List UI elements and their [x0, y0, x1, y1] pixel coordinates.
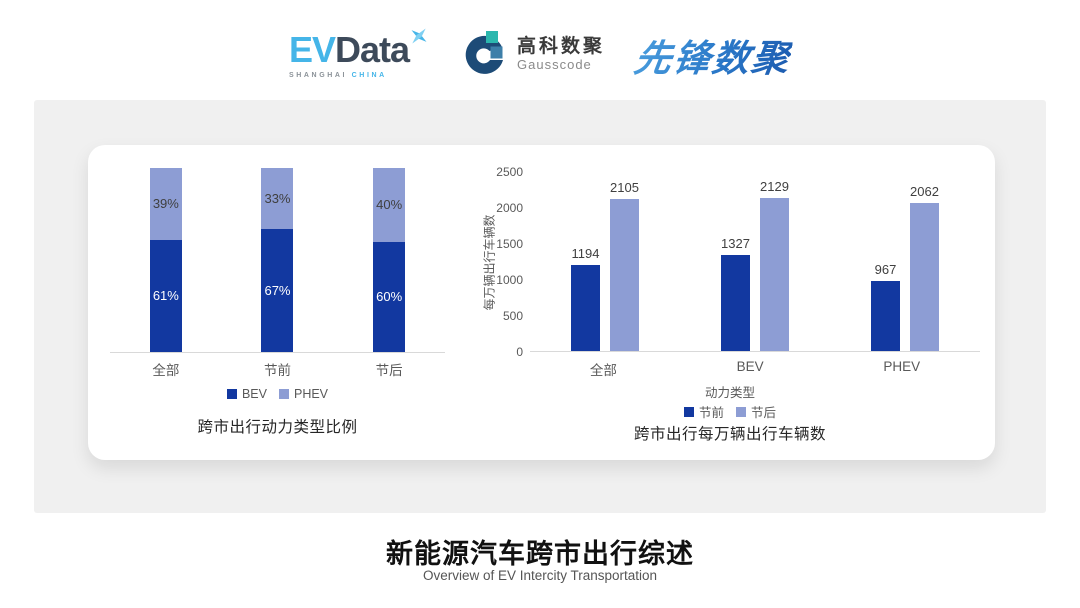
- xianfeng-logo: 先锋数聚: [631, 28, 795, 82]
- chart-power-type-ratio: 39% 61% 33% 67% 40% 60% 全部 节前 节后 BEV PHEV 跨市出行动…: [110, 145, 445, 460]
- grouped-categories: 全部 BEV PHEV: [530, 359, 980, 379]
- stacked-categories: 全部 节前 节后: [110, 359, 445, 379]
- legend-bev-phev: BEV PHEV: [110, 387, 445, 401]
- bar-节前-PHEV: 967: [871, 262, 900, 351]
- evdata-tagline: SHANGHAI CHINA: [289, 72, 429, 79]
- legend-label-pre: 节前: [698, 406, 724, 420]
- evdata-logo: EV Data SHANGHAI CHINA: [288, 28, 429, 79]
- gausscode-cn: 高科数聚: [517, 36, 606, 58]
- stacked-bar-全部: 39% 61%: [149, 168, 182, 352]
- bar-group-全部: 1194 2105: [571, 172, 639, 351]
- bar-value-label: 2105: [610, 180, 639, 196]
- bar-节后-全部: 2105: [610, 180, 639, 351]
- y-tick-label: 2000: [496, 201, 523, 215]
- segment-value-label: 61%: [152, 288, 179, 304]
- charts-card: 39% 61% 33% 67% 40% 60% 全部 节前 节后 BEV PHEV 跨市出行动…: [88, 145, 995, 460]
- page-subtitle: Overview of EV Intercity Transportation: [422, 568, 658, 583]
- bar-segment-bev: 67%: [261, 228, 294, 352]
- bar-节后-PHEV: 2062: [910, 184, 939, 351]
- bar-value-label: 967: [874, 262, 897, 278]
- stacked-bar-节后: 40% 60%: [373, 168, 406, 352]
- bar-节后-BEV: 2129: [760, 179, 789, 351]
- pre-holiday-swatch-icon: [683, 406, 694, 417]
- category-tick-label: BEV: [736, 359, 764, 374]
- legend-item-phev: PHEV: [278, 387, 329, 401]
- legend-item-pre: 节前: [683, 402, 724, 421]
- bar-group-PHEV: 967 2062: [871, 172, 939, 351]
- segment-value-label: 60%: [376, 289, 403, 305]
- bar-value-label: 1327: [721, 236, 750, 252]
- evdata-tagline-china: CHINA: [351, 71, 387, 79]
- x-axis-label: 动力类型: [704, 386, 755, 400]
- y-tick-label: 1000: [496, 273, 523, 287]
- bar-value-label: 2062: [910, 183, 939, 199]
- segment-value-label: 40%: [376, 197, 403, 213]
- gausscode-g-icon: [465, 31, 504, 74]
- stacked-bar-节前: 33% 67%: [261, 168, 294, 352]
- y-tick-label: 0: [516, 345, 523, 359]
- bar-节前-全部: 1194: [571, 246, 600, 351]
- charts-panel: 39% 61% 33% 67% 40% 60% 全部 节前 节后 BEV PHEV 跨市出行动…: [34, 100, 1046, 513]
- segment-value-label: 33%: [264, 190, 291, 206]
- bar-group-BEV: 1327 2129: [721, 172, 789, 351]
- category-tick-label: 全部: [152, 363, 180, 378]
- header-logos: EV Data SHANGHAI CHINA 高科数聚 Gausscode 先锋…: [0, 22, 1080, 88]
- category-tick-label: 节后: [375, 363, 403, 378]
- gausscode-logo: 高科数聚 Gausscode: [459, 30, 605, 80]
- legend-pre-post: 节前 节后: [465, 402, 995, 421]
- bar-value-label: 2129: [760, 178, 789, 194]
- bar-segment-phev: 40%: [373, 168, 406, 242]
- legend-label-phev: PHEV: [293, 387, 329, 401]
- x-axis-line: [110, 352, 445, 353]
- chart-vehicles-per-10k: 每万辆出行车辆数 0 500 1000 1500 2000 2500 1194 2105 13…: [465, 145, 995, 460]
- bar-segment-phev: 39%: [149, 168, 182, 240]
- legend-label-post: 节后: [751, 406, 777, 420]
- category-tick-label: 全部: [589, 363, 617, 378]
- legend-item-bev: BEV: [226, 387, 267, 401]
- y-tick-label: 2500: [496, 165, 523, 179]
- evdata-tagline-shanghai: SHANGHAI: [288, 71, 348, 79]
- grouped-yticks: 0 500 1000 1500 2000 2500: [465, 165, 523, 359]
- grouped-plot: 1194 2105 1327 2129 967 2062: [530, 172, 980, 352]
- bar-segment-bev: 61%: [149, 239, 182, 352]
- evdata-logo-ev: EV: [288, 28, 336, 70]
- legend-label-bev: BEV: [241, 387, 267, 401]
- y-tick-label: 1500: [496, 237, 523, 251]
- sparkle-icon: [411, 28, 427, 43]
- bar-segment-phev: 33%: [261, 168, 294, 229]
- category-tick-label: 节前: [263, 363, 291, 378]
- bar-value-label: 1194: [571, 246, 600, 262]
- legend-item-post: 节后: [736, 402, 776, 421]
- phev-swatch-icon: [278, 389, 289, 399]
- category-tick-label: PHEV: [883, 359, 921, 374]
- stacked-plot: 39% 61% 33% 67% 40% 60%: [110, 168, 445, 352]
- bar-segment-bev: 60%: [373, 241, 406, 352]
- gausscode-en: Gausscode: [517, 57, 592, 73]
- evdata-logo-data: Data: [334, 28, 410, 70]
- segment-value-label: 39%: [152, 196, 179, 212]
- page-title: 新能源汽车跨市出行综述: [386, 539, 694, 569]
- bev-swatch-icon: [226, 389, 237, 399]
- bar-节前-BEV: 1327: [721, 236, 750, 351]
- left-chart-title: 跨市出行动力类型比例: [197, 419, 358, 436]
- y-tick-label: 500: [502, 309, 523, 323]
- right-chart-title: 跨市出行每万辆出行车辆数: [633, 426, 826, 443]
- post-holiday-swatch-icon: [736, 406, 746, 417]
- segment-value-label: 67%: [264, 282, 291, 298]
